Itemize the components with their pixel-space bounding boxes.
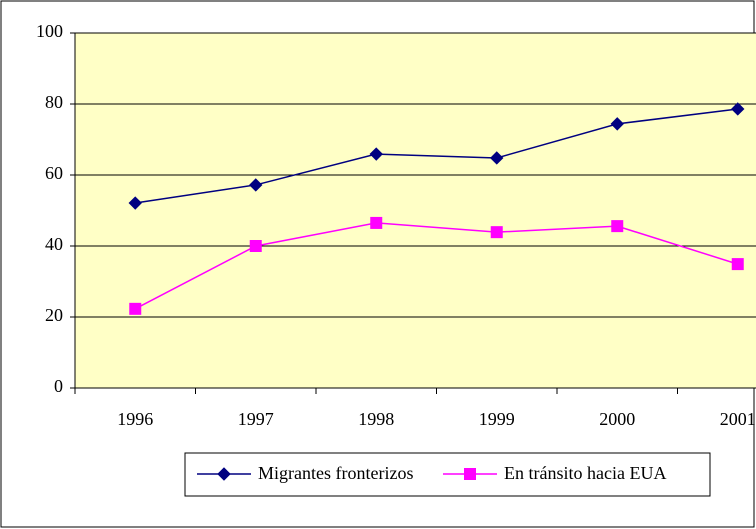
- legend-label: Migrantes fronterizos: [258, 463, 413, 483]
- series-line: [134, 222, 738, 310]
- legend-marker: [464, 468, 476, 480]
- plot-area: [74, 32, 756, 389]
- legend-label: En tránsito hacia EUA: [504, 463, 666, 483]
- x-tick-label: 1998: [358, 409, 394, 429]
- marker: [731, 102, 745, 116]
- x-tick-label: 1996: [117, 409, 153, 429]
- x-tick-label: 1999: [479, 409, 515, 429]
- marker: [610, 117, 624, 131]
- marker: [129, 302, 142, 315]
- y-tick-label: 80: [45, 92, 63, 112]
- marker: [370, 216, 383, 229]
- y-tick-label: 0: [54, 376, 63, 396]
- x-tick-label: 1997: [238, 409, 274, 429]
- y-tick-label: 20: [45, 305, 63, 325]
- marker: [369, 147, 383, 161]
- marker: [611, 220, 624, 233]
- marker: [249, 240, 262, 252]
- y-tick-label: 60: [45, 163, 63, 183]
- x-tick-label: 2001: [720, 409, 756, 429]
- x-tick-label: 2000: [599, 409, 635, 429]
- marker: [731, 258, 744, 271]
- y-tick-label: 40: [45, 234, 63, 254]
- series-line: [135, 108, 738, 204]
- y-tick-label: 100: [36, 21, 63, 41]
- marker: [128, 196, 142, 210]
- legend-marker: [217, 467, 231, 481]
- marker: [490, 226, 503, 239]
- marker: [249, 178, 263, 192]
- marker: [490, 151, 504, 165]
